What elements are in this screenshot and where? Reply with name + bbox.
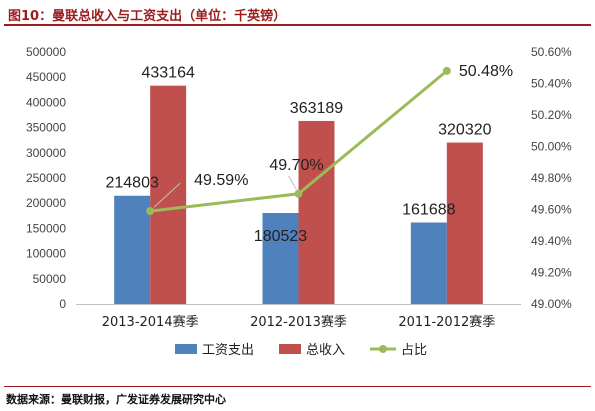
- y-left-tick-label: 50000: [33, 272, 67, 286]
- bar-wage-expense: [114, 195, 151, 304]
- legend-label-ratio: 占比: [401, 343, 427, 358]
- y-left-tick-label: 400000: [26, 95, 66, 109]
- wage-expense-data-label: 180523: [254, 228, 307, 245]
- wage-expense-data-label: 214803: [105, 175, 158, 192]
- y-left-tick-label: 0: [59, 297, 66, 311]
- y-right-tick-label: 49.60%: [531, 203, 572, 217]
- bar-total-revenue: [446, 142, 483, 304]
- y-right-tick-label: 49.80%: [531, 171, 572, 185]
- ratio-point: [442, 66, 451, 75]
- x-category-label: 2011-2012赛季: [398, 314, 495, 330]
- y-left-tick-label: 200000: [26, 196, 66, 210]
- total-revenue-data-label: 363189: [290, 100, 343, 117]
- y-left-tick-label: 450000: [26, 70, 66, 84]
- y-left-tick-label: 300000: [26, 146, 66, 160]
- bar-total-revenue: [298, 120, 335, 304]
- y-right-tick-label: 49.00%: [531, 297, 572, 311]
- title-bar: 图10：曼联总收入与工资支出（单位：千英镑）: [4, 2, 591, 26]
- label-leader-line: [288, 175, 297, 190]
- ratio-data-label: 50.48%: [459, 63, 513, 80]
- ratio-data-label: 49.59%: [194, 172, 248, 189]
- total-revenue-data-label: 433164: [141, 65, 194, 82]
- ratio-point: [146, 207, 155, 216]
- bar-wage-expense: [410, 222, 447, 304]
- ratio-point: [294, 189, 303, 198]
- legend-label-wage-expense: 工资支出: [202, 343, 254, 358]
- y-left-tick-label: 350000: [26, 121, 66, 135]
- y-right-tick-label: 50.60%: [531, 45, 572, 59]
- y-left-tick-label: 500000: [26, 45, 66, 59]
- bar-wage-expense: [262, 213, 299, 304]
- legend-label-total-revenue: 总收入: [306, 343, 345, 358]
- total-revenue-data-label: 320320: [438, 122, 491, 139]
- ratio-data-label: 49.70%: [269, 157, 323, 174]
- y-left-tick-label: 150000: [26, 221, 66, 235]
- wage-expense-data-label: 161688: [402, 202, 455, 219]
- y-left-tick-label: 100000: [26, 247, 66, 261]
- y-right-tick-label: 49.20%: [531, 266, 572, 280]
- source-note: 数据来源：曼联财报，广发证券发展研究中心: [6, 393, 226, 406]
- legend-marker-ratio: [379, 345, 387, 353]
- legend-swatch-total-revenue: [279, 344, 301, 354]
- legend-swatch-wage-expense: [175, 344, 197, 354]
- bar-total-revenue: [150, 85, 187, 305]
- x-category-label: 2012-2013赛季: [250, 314, 347, 330]
- footer-rule: [4, 386, 591, 387]
- y-right-tick-label: 50.40%: [531, 77, 572, 91]
- y-right-tick-label: 50.00%: [531, 140, 572, 154]
- y-right-tick-label: 49.40%: [531, 234, 572, 248]
- x-category-label: 2013-2014赛季: [102, 314, 199, 330]
- figure-title: 图10：曼联总收入与工资支出（单位：千英镑）: [8, 9, 287, 24]
- y-right-tick-label: 50.20%: [531, 108, 572, 122]
- label-leader-line: [153, 182, 181, 208]
- y-left-tick-label: 250000: [26, 171, 66, 185]
